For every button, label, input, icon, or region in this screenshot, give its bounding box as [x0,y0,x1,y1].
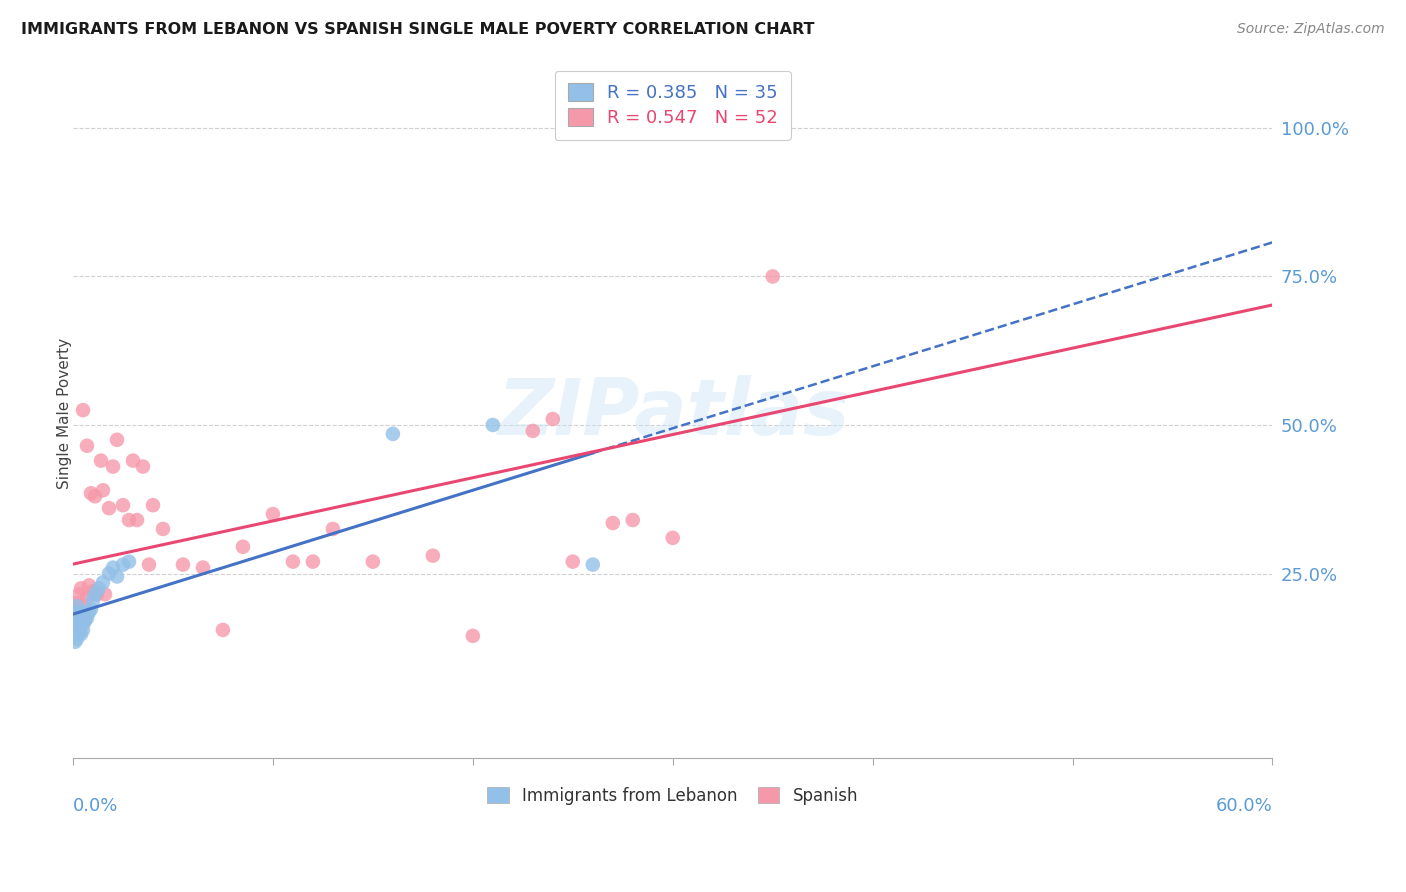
Legend: Immigrants from Lebanon, Spanish: Immigrants from Lebanon, Spanish [481,780,865,812]
Point [98,566,121,581]
Text: 0.0%: 0.0% [73,797,118,814]
Point [72,623,94,637]
Point [72,403,94,417]
Point [422,549,444,563]
Point [111,558,134,572]
Point [63,599,86,614]
Point [66,632,89,646]
Point [105,433,128,447]
Point [661,531,683,545]
Point [322,522,344,536]
Point [482,417,505,432]
Text: Source: ZipAtlas.com: Source: ZipAtlas.com [1237,22,1385,37]
Point [142,498,165,512]
Point [72,617,94,632]
Point [101,459,124,474]
Point [118,555,141,569]
Point [191,560,214,574]
Point [302,555,325,569]
Point [522,424,544,438]
Point [91,483,114,498]
Point [66,614,89,628]
Point [72,599,94,614]
Point [232,540,254,554]
Point [63,611,86,625]
Text: 60.0%: 60.0% [1216,797,1272,814]
Point [63,623,86,637]
Point [582,558,605,572]
Point [461,629,484,643]
Point [77,578,100,592]
Point [70,611,93,625]
Point [621,513,644,527]
Point [63,617,86,632]
Point [702,120,724,135]
Point [84,587,107,601]
Point [70,609,93,624]
Point [66,599,89,614]
Point [70,582,93,596]
Point [262,507,284,521]
Point [84,489,107,503]
Point [105,569,128,583]
Point [72,615,94,630]
Point [66,617,89,632]
Point [87,582,110,596]
Point [70,627,93,641]
Point [80,486,103,500]
Point [76,439,98,453]
Point [67,617,90,632]
Point [70,619,93,633]
Point [82,584,104,599]
Point [138,558,160,572]
Text: IMMIGRANTS FROM LEBANON VS SPANISH SINGLE MALE POVERTY CORRELATION CHART: IMMIGRANTS FROM LEBANON VS SPANISH SINGL… [21,22,814,37]
Point [67,623,90,637]
Point [63,635,86,649]
Point [94,587,117,601]
Point [76,591,98,605]
Point [63,617,86,632]
Point [66,626,89,640]
Point [73,614,96,628]
Point [101,560,124,574]
Point [76,611,98,625]
Point [63,605,86,619]
Point [111,498,134,512]
Point [125,513,148,527]
Point [361,555,384,569]
Point [152,522,174,536]
Point [73,611,96,625]
Point [80,602,103,616]
Point [66,620,89,634]
Point [541,412,564,426]
Point [172,558,194,572]
Point [132,459,155,474]
Point [212,623,235,637]
Point [67,608,90,623]
Point [381,426,404,441]
Point [122,453,145,467]
Point [82,593,104,607]
Point [66,596,89,610]
Point [67,626,90,640]
Point [86,587,108,601]
Point [72,605,94,619]
Point [281,555,304,569]
Y-axis label: Single Male Poverty: Single Male Poverty [58,337,72,489]
Point [561,555,583,569]
Point [762,269,785,284]
Point [98,501,121,516]
Point [91,575,114,590]
Point [90,453,112,467]
Point [77,605,100,619]
Point [602,516,624,530]
Point [67,587,90,601]
Point [118,513,141,527]
Text: ZIPatlas: ZIPatlas [496,376,849,451]
